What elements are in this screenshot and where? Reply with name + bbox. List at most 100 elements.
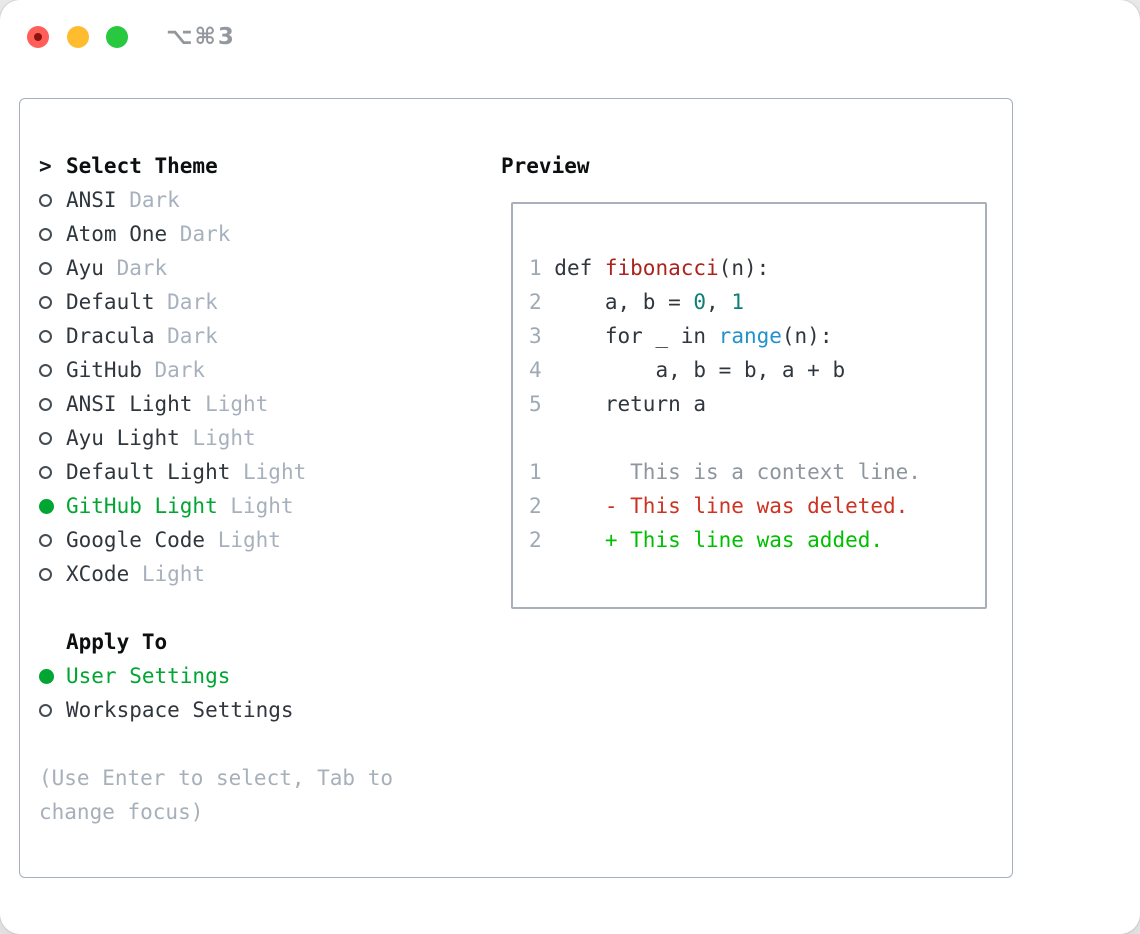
radio-unselected-icon	[39, 329, 66, 343]
apply-to-option[interactable]: User Settings	[39, 659, 479, 693]
code-segment-plain	[542, 528, 605, 552]
line-number: 2	[529, 528, 542, 552]
code-segment-num: 0	[693, 290, 707, 314]
window-title: ⌥⌘3	[166, 24, 236, 50]
item-variant-label: Dark	[103, 256, 168, 280]
item-variant-label: Light	[179, 426, 256, 450]
radio-unselected-icon	[39, 261, 66, 275]
preview-code-line: 3 for _ in range(n):	[529, 319, 985, 353]
radio-selected-icon	[39, 498, 66, 514]
code-segment-del: - This line was deleted.	[604, 494, 909, 518]
theme-option[interactable]: ANSI Dark	[39, 183, 479, 217]
preview-code-line	[529, 421, 985, 455]
item-variant-label: Light	[230, 460, 307, 484]
theme-option[interactable]: Default Light Light	[39, 455, 479, 489]
item-label: Workspace Settings	[66, 698, 294, 722]
code-segment-plain: return a	[541, 392, 707, 416]
code-segment-plain: (n):	[718, 256, 770, 280]
item-label: ANSI Light	[66, 392, 193, 416]
theme-option[interactable]: GitHub Dark	[39, 353, 479, 387]
close-button[interactable]	[27, 26, 49, 48]
code-segment-builtin: range	[718, 324, 782, 348]
theme-option[interactable]: Default Dark	[39, 285, 479, 319]
apply-to-title: Apply To	[66, 630, 168, 654]
item-label: Default Light	[66, 460, 231, 484]
minimize-button[interactable]	[67, 26, 89, 48]
theme-option[interactable]: Dracula Dark	[39, 319, 479, 353]
theme-option[interactable]: Ayu Light Light	[39, 421, 479, 455]
theme-option[interactable]: GitHub Light Light	[39, 489, 479, 523]
item-label: Dracula	[66, 324, 155, 348]
theme-selector: > Select Theme ANSI Dark Atom One Dark Ayu…	[39, 149, 479, 829]
item-label: User Settings	[66, 664, 231, 688]
line-number: 5	[529, 392, 542, 416]
code-segment-plain: (n):	[781, 324, 833, 348]
radio-unselected-icon	[39, 397, 66, 411]
code-segment-plain: a, b =	[541, 290, 694, 314]
radio-unselected-icon	[39, 465, 66, 479]
preview-code-line: 2 + This line was added.	[529, 523, 985, 557]
item-label: XCode	[66, 562, 130, 586]
radio-unselected-icon	[39, 703, 66, 717]
item-variant-label: Dark	[154, 290, 218, 314]
item-label: Ayu Light	[66, 426, 180, 450]
code-segment-ctx: This is a context line.	[541, 460, 921, 484]
code-segment-func: fibonacci	[604, 256, 719, 280]
item-variant-label: Dark	[116, 188, 180, 212]
apply-to-header-row: Apply To	[39, 625, 479, 659]
code-segment-plain: def	[541, 256, 605, 280]
theme-option[interactable]: ANSI Light Light	[39, 387, 479, 421]
theme-option[interactable]: Atom One Dark	[39, 217, 479, 251]
select-theme-title: Select Theme	[66, 154, 218, 178]
item-label: ANSI	[66, 188, 117, 212]
preview-code-line: 1 This is a context line.	[529, 455, 985, 489]
code-segment-add: + This line was added.	[604, 528, 884, 552]
radio-unselected-icon	[39, 193, 66, 207]
item-variant-label: Dark	[141, 358, 206, 382]
preview-code-line: 2 a, b = 0, 1	[529, 285, 985, 319]
theme-option[interactable]: XCode Light	[39, 557, 479, 591]
main-panel: > Select Theme ANSI Dark Atom One Dark Ayu…	[19, 98, 1013, 878]
line-number: 2	[529, 494, 542, 518]
item-variant-label: Dark	[154, 324, 218, 348]
code-segment-plain: a, b = b, a + b	[541, 358, 846, 382]
titlebar: ⌥⌘3	[0, 0, 1140, 75]
zoom-button[interactable]	[106, 26, 128, 48]
item-label: GitHub	[66, 358, 142, 382]
focus-caret: >	[39, 154, 52, 178]
code-segment-plain: for _ in	[541, 324, 719, 348]
item-label: Ayu	[66, 256, 104, 280]
keyboard-hint: (Use Enter to select, Tab to change focu…	[39, 766, 394, 824]
radio-unselected-icon	[39, 431, 66, 445]
theme-list: ANSI Dark Atom One Dark Ayu Dark Default Da…	[39, 183, 479, 591]
line-number: 4	[529, 358, 542, 382]
theme-option[interactable]: Google Code Light	[39, 523, 479, 557]
preview-title: Preview	[501, 154, 590, 178]
code-segment-plain	[542, 494, 605, 518]
radio-selected-icon	[39, 668, 66, 684]
item-variant-label: Light	[129, 562, 206, 586]
radio-unselected-icon	[39, 533, 66, 547]
item-variant-label: Light	[205, 528, 281, 552]
preview-code-line: 4 a, b = b, a + b	[529, 353, 985, 387]
close-dot-icon	[34, 33, 42, 41]
item-label: Google Code	[66, 528, 206, 552]
item-label: GitHub Light	[66, 494, 218, 518]
preview-code-line: 2 - This line was deleted.	[529, 489, 985, 523]
radio-unselected-icon	[39, 295, 66, 309]
item-variant-label: Light	[217, 494, 294, 518]
line-number: 3	[529, 324, 542, 348]
select-theme-header-row: > Select Theme	[39, 149, 479, 183]
item-label: Default	[66, 290, 155, 314]
apply-to-list: User Settings Workspace Settings	[39, 659, 479, 727]
apply-to-option[interactable]: Workspace Settings	[39, 693, 479, 727]
preview-code-line: 5 return a	[529, 387, 985, 421]
radio-unselected-icon	[39, 567, 66, 581]
code-segment-num: 1	[731, 290, 744, 314]
radio-unselected-icon	[39, 227, 66, 241]
line-number: 2	[529, 290, 542, 314]
code-segment-plain: ,	[706, 290, 732, 314]
theme-option[interactable]: Ayu Dark	[39, 251, 479, 285]
